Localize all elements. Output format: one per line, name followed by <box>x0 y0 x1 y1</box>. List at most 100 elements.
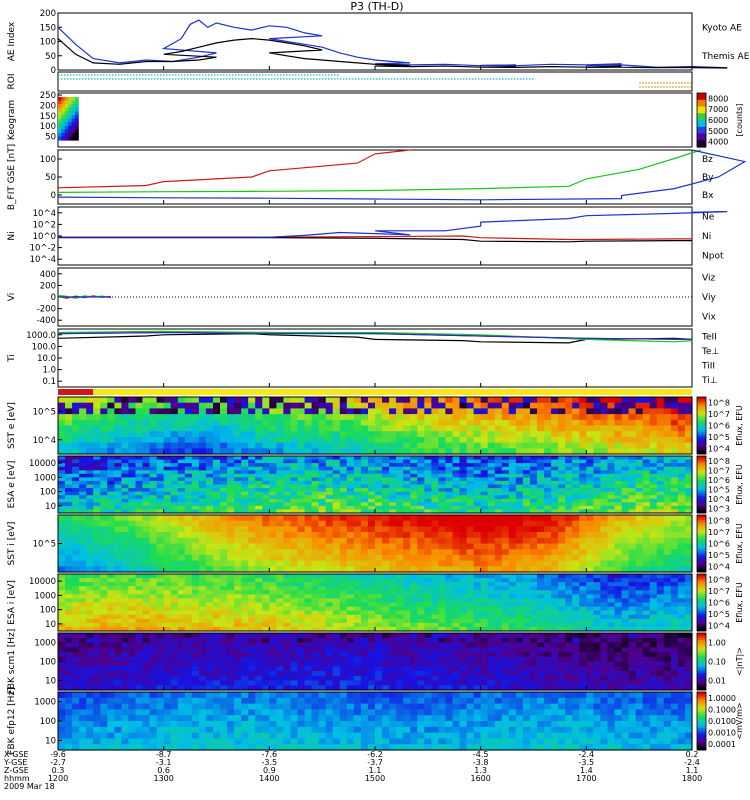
panel-esa-e-cell <box>241 495 249 500</box>
panel-esa-e-cell <box>579 477 587 482</box>
panel-esa-e-cell <box>205 498 214 503</box>
panel-sst-e-cell <box>382 402 390 409</box>
panel-sst-i-cell <box>389 532 397 539</box>
panel-keogram-cell <box>64 122 69 127</box>
panel-sst-e-cell <box>452 442 461 449</box>
panel-fbk-b-cell <box>79 633 87 639</box>
panel-esa-e-cell <box>445 463 453 468</box>
panel-esa-i-cell <box>65 622 73 628</box>
panel-sst-e-cell <box>565 397 573 404</box>
panel-esa-i-cell <box>135 610 144 616</box>
panel-sst-e-cell <box>530 414 538 421</box>
panel-sst-i-colorbar-tick: 10^7 <box>708 528 730 537</box>
panel-esa-i-cell <box>600 606 608 612</box>
panel-esa-e-cell <box>325 459 334 464</box>
panel-esa-i-cell <box>515 594 524 600</box>
panel-esa-i-colorbar-step <box>697 595 706 599</box>
panel-esa-i-cell <box>642 586 651 591</box>
panel-esa-i-colorbar-step <box>697 621 706 625</box>
panel-sst-e-cell <box>417 448 425 455</box>
panel-sst-e-cell <box>93 408 101 415</box>
panel-esa-e-colorbar-step <box>697 463 706 466</box>
panel-esa-i-cell <box>572 582 580 587</box>
panel-esa-e-cell <box>677 488 686 493</box>
panel-sst-e-cell <box>191 436 200 444</box>
panel-sst-i-cell <box>241 566 249 573</box>
panel-esa-e-cell <box>586 459 594 464</box>
panel-sst-i-cell <box>325 543 334 550</box>
panel-sst-i-cell <box>403 515 411 522</box>
panel-esa-e-cell <box>128 509 136 514</box>
panel-keogram-cell <box>68 97 73 101</box>
panel-sst-i-cell <box>142 532 151 539</box>
panel-esa-i-cell <box>332 614 341 620</box>
panel-esa-i-cell <box>100 626 108 632</box>
panel-sst-e-cell <box>198 425 207 432</box>
panel-sst-e-cell <box>304 431 313 438</box>
panel-esa-e-colorbar-step <box>697 456 706 459</box>
panel-sst-i-cell <box>58 560 66 567</box>
panel-esa-i-cell <box>107 610 115 616</box>
panel-esa-e-cell <box>205 491 214 496</box>
panel-esa-i-cell <box>269 618 277 624</box>
panel-sst-i-cell <box>452 526 461 533</box>
panel-esa-i-cell <box>375 610 383 616</box>
panel-esa-e-cell <box>191 491 200 496</box>
panel-sst-i-cell <box>156 520 165 527</box>
panel-esa-e-cell <box>65 456 73 461</box>
panel-sst-e-cell <box>480 431 489 438</box>
panel-esa-e-cell <box>396 463 404 468</box>
panel-sst-e-cell <box>473 436 482 444</box>
panel-esa-e-cell <box>72 505 80 511</box>
panel-esa-e-cell <box>58 473 66 478</box>
panel-bfgm-series-bz <box>57 149 411 189</box>
panel-esa-e-cell <box>572 502 580 507</box>
panel-sst-e-cell <box>600 402 608 409</box>
panel-esa-i-cell <box>65 610 73 616</box>
panel-esa-i-cell <box>558 618 566 624</box>
panel-esa-i-cell <box>346 610 355 616</box>
panel-sst-e-cell <box>473 431 482 438</box>
panel-esa-i-cell <box>515 578 524 583</box>
panel-sst-e-cell <box>396 414 404 421</box>
panel-sst-e-cell <box>515 408 524 415</box>
panel-sst-e-cell <box>79 419 87 427</box>
panel-sst-e-cell <box>262 414 270 421</box>
panel-sst-i-cell <box>142 515 151 522</box>
panel-esa-i-cell <box>93 618 101 624</box>
panel-esa-i-cell <box>297 598 306 604</box>
panel-esa-i-cell <box>353 602 362 608</box>
panel-esa-e-cell <box>389 498 397 503</box>
panel-sst-i-cell <box>649 543 658 550</box>
panel-sst-e-cell <box>241 397 249 404</box>
panel-esa-e-cell <box>121 480 129 486</box>
panel-sst-e-cell <box>79 431 87 438</box>
panel-keogram-cell <box>64 125 69 130</box>
panel-esa-e-cell <box>325 495 334 500</box>
panel-esa-e-cell <box>325 477 334 482</box>
panel-sst-i-colorbar-step <box>697 560 706 563</box>
panel-sst-e-cell <box>452 419 461 427</box>
panel-sst-e-cell <box>473 408 482 415</box>
panel-esa-e-cell <box>572 509 580 514</box>
panel-esa-i-cell <box>565 626 573 632</box>
panel-sst-i-cell <box>170 543 179 550</box>
panel-esa-i-cell <box>276 578 284 583</box>
panel-sst-e-cell <box>572 419 580 427</box>
panel-sst-e-cell <box>276 448 284 455</box>
panel-esa-e-cell <box>487 463 496 468</box>
panel-sst-i-cell <box>269 526 277 533</box>
panel-sst-e-cell <box>677 402 686 409</box>
panel-fbk-b-cell <box>65 671 73 677</box>
panel-esa-e-cell <box>375 505 383 511</box>
panel-esa-i-cell <box>198 594 207 600</box>
panel-esa-i-cell <box>438 590 446 595</box>
panel-esa-e-cell <box>410 473 418 478</box>
panel-esa-e-cell <box>65 459 73 464</box>
panel-esa-e-cell <box>459 459 468 464</box>
panel-esa-e-cell <box>649 477 658 482</box>
panel-esa-i-cell <box>621 606 630 612</box>
panel-sst-i-cell <box>685 543 693 550</box>
panel-esa-e-cell <box>572 477 580 482</box>
panel-sst-e-cell <box>403 397 411 404</box>
